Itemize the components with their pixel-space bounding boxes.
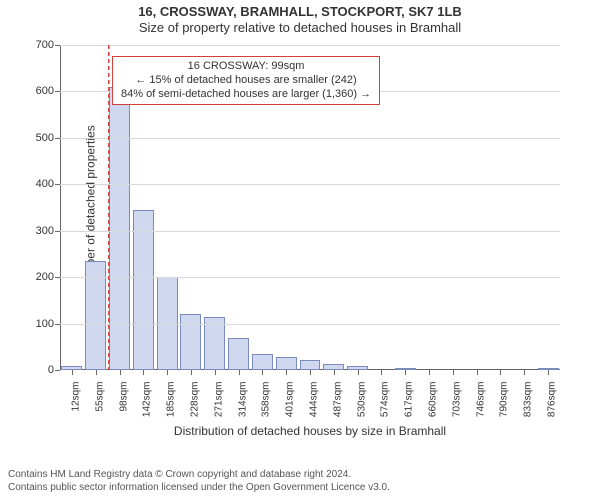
- chart-subtitle: Size of property relative to detached ho…: [0, 20, 600, 36]
- footer-line-2: Contains public sector information licen…: [8, 482, 390, 495]
- x-tick-mark: [215, 370, 216, 375]
- grid-line: [60, 138, 560, 139]
- x-tick-mark: [548, 370, 549, 375]
- x-tick-mark: [477, 370, 478, 375]
- x-tick-mark: [310, 370, 311, 375]
- x-tick-mark: [358, 370, 359, 375]
- annotation-line: ← 15% of detached houses are smaller (24…: [121, 74, 371, 88]
- x-tick-mark: [500, 370, 501, 375]
- y-tick-label: 300: [14, 225, 60, 237]
- x-tick-mark: [429, 370, 430, 375]
- annotation-line: 84% of semi-detached houses are larger (…: [121, 88, 371, 102]
- bar: [109, 87, 130, 370]
- bar: [300, 360, 321, 370]
- x-tick-mark: [334, 370, 335, 375]
- y-tick-label: 200: [14, 271, 60, 283]
- chart-title-main: 16, CROSSWAY, BRAMHALL, STOCKPORT, SK7 1…: [0, 4, 600, 20]
- chart-titles: 16, CROSSWAY, BRAMHALL, STOCKPORT, SK7 1…: [0, 4, 600, 37]
- grid-line: [60, 324, 560, 325]
- grid-line: [60, 184, 560, 185]
- x-tick-mark: [286, 370, 287, 375]
- bar: [204, 317, 225, 370]
- x-tick-mark: [381, 370, 382, 375]
- x-tick-mark: [143, 370, 144, 375]
- chart-root: 16, CROSSWAY, BRAMHALL, STOCKPORT, SK7 1…: [0, 0, 600, 500]
- x-tick-mark: [96, 370, 97, 375]
- annotation-box: 16 CROSSWAY: 99sqm← 15% of detached hous…: [112, 56, 380, 105]
- y-tick-label: 0: [14, 364, 60, 376]
- x-tick-mark: [191, 370, 192, 375]
- annotation-line: 16 CROSSWAY: 99sqm: [121, 60, 371, 74]
- grid-line: [60, 231, 560, 232]
- x-tick-mark: [524, 370, 525, 375]
- x-tick-mark: [453, 370, 454, 375]
- x-tick-mark: [239, 370, 240, 375]
- y-tick-label: 100: [14, 318, 60, 330]
- grid-line: [60, 45, 560, 46]
- x-tick-mark: [405, 370, 406, 375]
- bar: [228, 338, 249, 371]
- grid-line: [60, 277, 560, 278]
- y-tick-label: 500: [14, 132, 60, 144]
- x-axis-label: Distribution of detached houses by size …: [60, 424, 560, 438]
- y-tick-label: 600: [14, 85, 60, 97]
- x-tick-mark: [262, 370, 263, 375]
- x-tick-mark: [72, 370, 73, 375]
- footer-line-1: Contains HM Land Registry data © Crown c…: [8, 469, 390, 482]
- bar: [252, 354, 273, 370]
- bar: [133, 210, 154, 370]
- y-tick-label: 400: [14, 178, 60, 190]
- bar: [276, 357, 297, 370]
- x-tick-mark: [120, 370, 121, 375]
- y-tick-label: 700: [14, 39, 60, 51]
- x-tick-mark: [167, 370, 168, 375]
- footer-attribution: Contains HM Land Registry data © Crown c…: [8, 469, 390, 494]
